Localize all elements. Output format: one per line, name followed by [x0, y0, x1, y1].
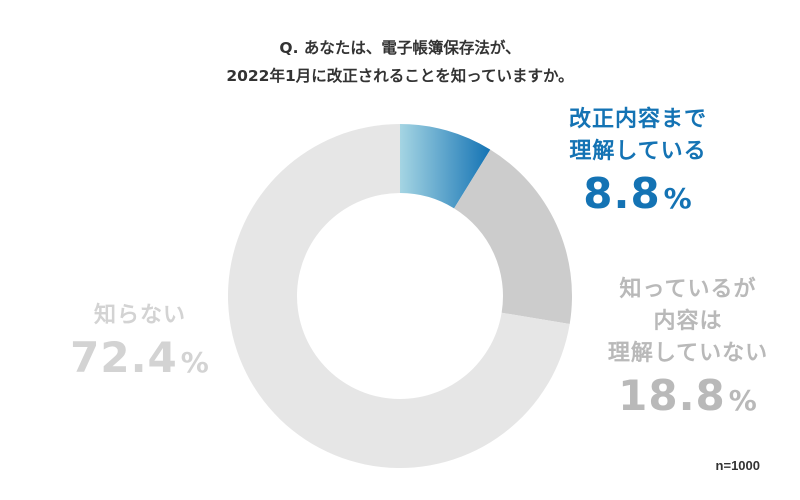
slice-label-know-not-understand: 知っているが 内容は 理解していない 18.8%: [598, 274, 778, 427]
slice-value-know-number: 18.8: [618, 371, 726, 420]
slice-label-understand-line-2: 理解している: [569, 139, 707, 164]
slice-label-know-line-2: 内容は: [653, 309, 723, 334]
slice-value-dont-know-unit: %: [180, 346, 210, 379]
sample-size-note: n=1000: [715, 458, 760, 473]
slice-value-understand-unit: %: [663, 182, 693, 215]
slice-value-know: 18.8%: [598, 370, 778, 427]
slice-label-understand: 改正内容まで 理解している 8.8%: [548, 104, 728, 225]
slice-understand: [400, 124, 491, 209]
slice-value-dont-know: 72.4%: [60, 332, 220, 389]
slice-label-dont-know-line-1: 知らない: [93, 303, 186, 328]
slice-label-know-line-1: 知っているが: [619, 277, 757, 302]
slice-dont-know: [228, 124, 570, 468]
slice-label-know-line-3: 理解していない: [607, 341, 769, 366]
slice-value-know-unit: %: [728, 384, 758, 417]
slice-label-understand-line-1: 改正内容まで: [568, 107, 707, 132]
slice-value-understand: 8.8%: [548, 168, 728, 225]
slice-value-understand-number: 8.8: [583, 169, 661, 218]
question-line-1: Q. あなたは、電子帳簿保存法が、: [279, 39, 521, 57]
question-line-2: 2022年1月に改正されることを知っていますか。: [226, 67, 574, 85]
chart-title: Q. あなたは、電子帳簿保存法が、 2022年1月に改正されることを知っています…: [0, 34, 800, 90]
slice-know-not-understand: [454, 149, 572, 324]
slice-value-dont-know-number: 72.4: [70, 333, 178, 382]
slice-label-dont-know: 知らない 72.4%: [60, 300, 220, 389]
